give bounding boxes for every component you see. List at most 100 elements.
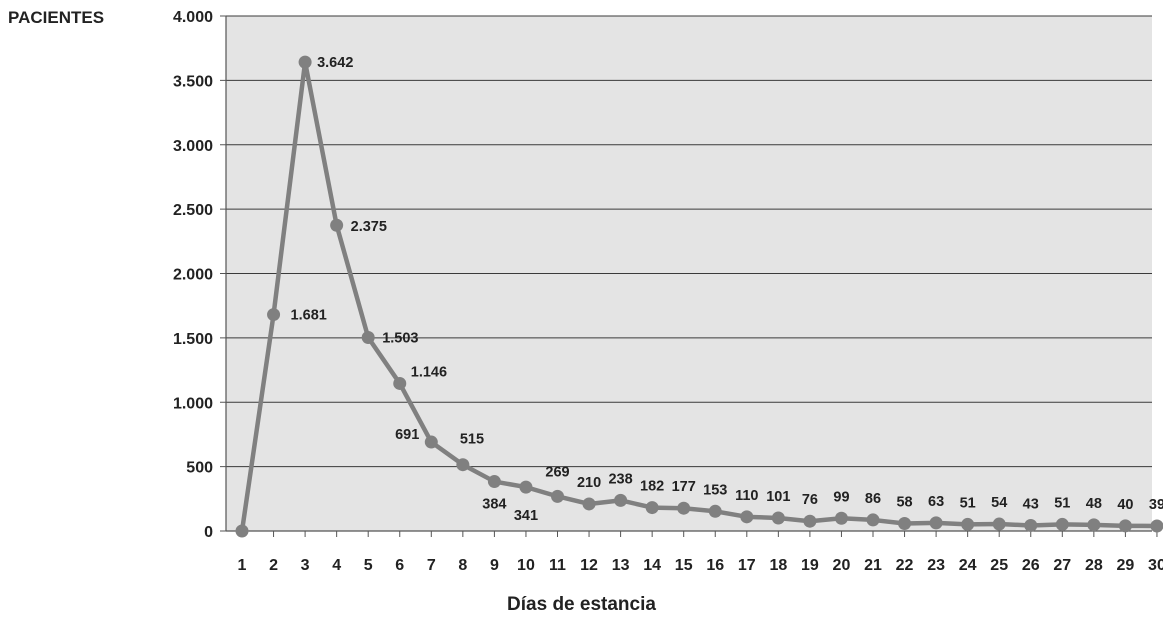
x-tick-label: 28 bbox=[1085, 557, 1103, 574]
y-axis-title: PACIENTES bbox=[8, 8, 105, 27]
x-tick-label: 16 bbox=[706, 557, 724, 574]
y-tick-label: 1.500 bbox=[173, 331, 213, 348]
data-point bbox=[235, 524, 249, 538]
x-tick-label: 1 bbox=[238, 557, 247, 574]
data-label: 110 bbox=[735, 488, 758, 504]
data-label: 341 bbox=[514, 508, 538, 524]
data-label: 76 bbox=[802, 492, 818, 508]
x-tick-label: 26 bbox=[1022, 557, 1040, 574]
data-point bbox=[519, 480, 533, 494]
data-point bbox=[1024, 518, 1038, 532]
x-tick-label: 6 bbox=[395, 557, 404, 574]
data-point bbox=[740, 510, 754, 524]
x-tick-label: 19 bbox=[801, 557, 819, 574]
x-tick-label: 20 bbox=[833, 557, 851, 574]
y-tick-label: 4.000 bbox=[173, 9, 213, 26]
x-tick-label: 14 bbox=[643, 557, 661, 574]
data-label: 177 bbox=[672, 479, 696, 495]
data-label: 101 bbox=[766, 489, 790, 505]
data-point bbox=[1150, 519, 1163, 533]
data-point bbox=[708, 504, 722, 518]
data-point bbox=[992, 517, 1006, 531]
x-tick-label: 21 bbox=[864, 557, 882, 574]
data-label: 153 bbox=[703, 482, 727, 498]
x-tick-label: 25 bbox=[990, 557, 1008, 574]
y-tick-label: 2.000 bbox=[173, 267, 213, 284]
x-tick-label: 24 bbox=[959, 557, 977, 574]
data-point bbox=[771, 511, 785, 525]
data-label: 269 bbox=[545, 464, 569, 480]
data-point bbox=[1118, 519, 1132, 533]
data-point bbox=[298, 55, 312, 69]
y-tick-label: 0 bbox=[204, 524, 213, 541]
data-point bbox=[961, 517, 975, 531]
data-label: 99 bbox=[833, 489, 849, 505]
data-label: 39 bbox=[1149, 497, 1163, 513]
data-point bbox=[1055, 517, 1069, 531]
data-point bbox=[456, 458, 470, 472]
x-tick-label: 7 bbox=[427, 557, 436, 574]
y-tick-label: 3.500 bbox=[173, 73, 213, 90]
data-label: 1.503 bbox=[382, 330, 418, 346]
x-tick-label: 8 bbox=[458, 557, 467, 574]
x-tick-label: 11 bbox=[549, 557, 566, 574]
data-label: 54 bbox=[991, 495, 1007, 511]
data-label: 43 bbox=[1023, 496, 1039, 512]
data-point bbox=[614, 493, 628, 507]
data-point bbox=[551, 489, 564, 503]
data-point bbox=[929, 516, 943, 530]
data-point bbox=[645, 501, 659, 515]
data-point bbox=[582, 497, 596, 511]
x-tick-label: 12 bbox=[580, 557, 598, 574]
y-tick-label: 1.000 bbox=[173, 395, 213, 412]
x-tick-label: 15 bbox=[675, 557, 693, 574]
y-tick-label: 500 bbox=[186, 460, 213, 477]
data-label: 58 bbox=[896, 495, 912, 511]
data-label: 3.642 bbox=[317, 55, 353, 71]
x-axis-title: Días de estancia bbox=[507, 594, 656, 615]
data-label: 86 bbox=[865, 491, 881, 507]
data-label: 1.146 bbox=[411, 364, 447, 380]
x-tick-label: 17 bbox=[738, 557, 756, 574]
data-label: 48 bbox=[1086, 496, 1102, 512]
data-point bbox=[834, 511, 848, 525]
data-point bbox=[330, 218, 344, 232]
x-tick-label: 29 bbox=[1117, 557, 1135, 574]
data-label: 2.375 bbox=[351, 219, 387, 235]
data-label: 210 bbox=[577, 475, 601, 491]
x-tick-label: 3 bbox=[301, 557, 310, 574]
x-tick-label: 2 bbox=[269, 557, 278, 574]
x-tick-label: 9 bbox=[490, 557, 499, 574]
data-point bbox=[803, 514, 817, 528]
x-tick-label: 23 bbox=[927, 557, 945, 574]
x-tick-label: 4 bbox=[332, 557, 341, 574]
data-label: 238 bbox=[608, 471, 632, 487]
data-point bbox=[487, 475, 501, 489]
x-tick-label: 5 bbox=[364, 557, 373, 574]
data-point bbox=[424, 435, 438, 449]
x-tick-label: 18 bbox=[769, 557, 787, 574]
data-point bbox=[267, 308, 281, 322]
data-label: 384 bbox=[482, 497, 506, 513]
data-label: 51 bbox=[1054, 495, 1070, 511]
data-label: 40 bbox=[1117, 497, 1133, 513]
data-point bbox=[677, 501, 691, 515]
data-label: 515 bbox=[460, 432, 484, 448]
data-point bbox=[866, 513, 880, 527]
x-tick-label: 30 bbox=[1148, 557, 1163, 574]
y-tick-label: 2.500 bbox=[173, 202, 213, 219]
x-tick-label: 13 bbox=[612, 557, 630, 574]
x-tick-label: 22 bbox=[896, 557, 914, 574]
data-point bbox=[361, 330, 375, 344]
y-tick-label: 3.000 bbox=[173, 138, 213, 155]
data-label: 1.681 bbox=[291, 308, 327, 324]
data-label: 691 bbox=[395, 427, 419, 443]
data-point bbox=[393, 376, 407, 390]
x-tick-label: 27 bbox=[1053, 557, 1071, 574]
data-point bbox=[898, 517, 912, 531]
data-point bbox=[1087, 518, 1101, 532]
data-label: 63 bbox=[928, 494, 944, 510]
data-label: 182 bbox=[640, 479, 664, 495]
data-label: 51 bbox=[960, 495, 976, 511]
